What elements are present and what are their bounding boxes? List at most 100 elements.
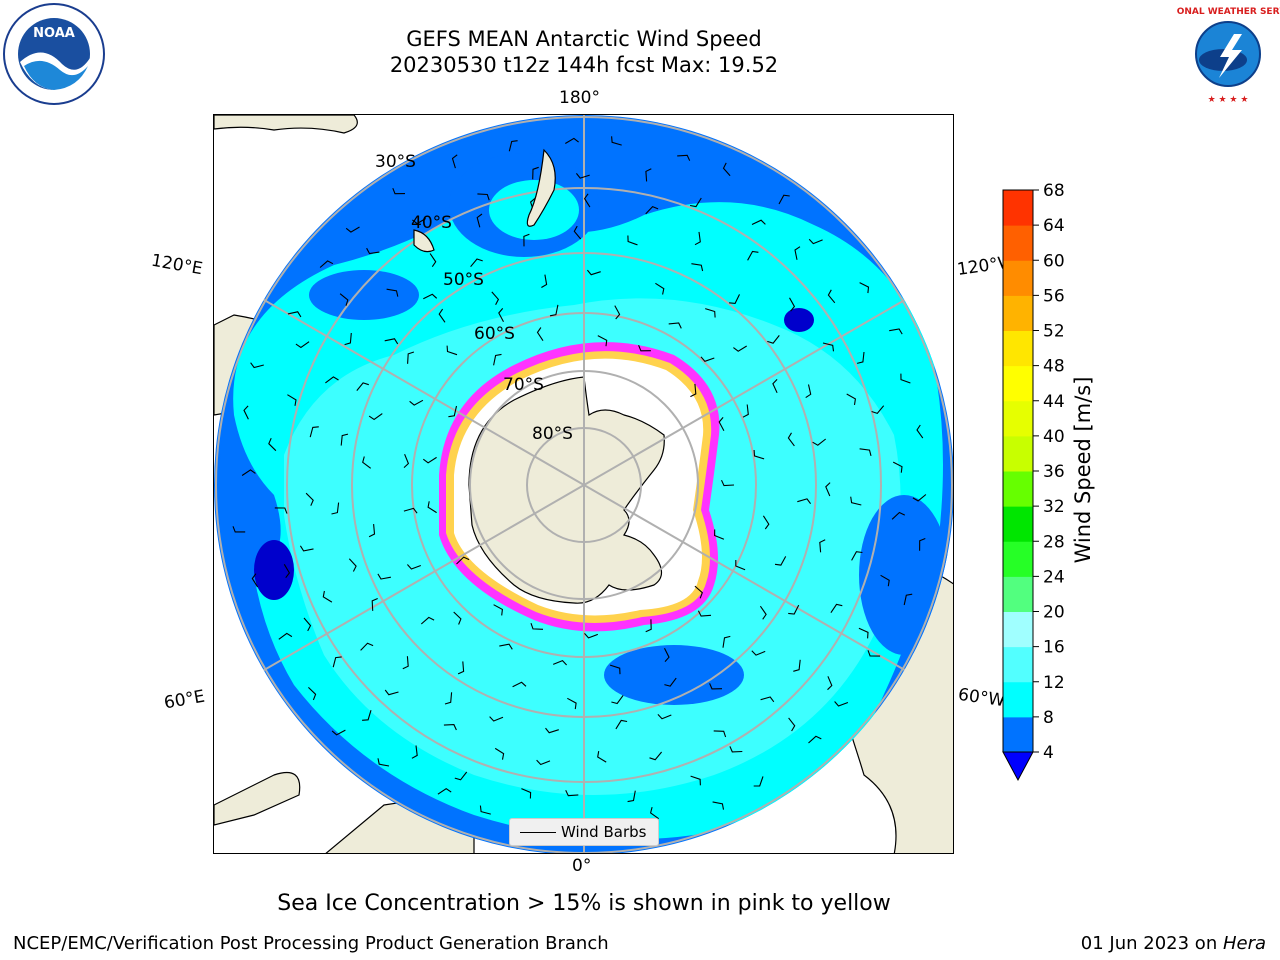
wind-barb — [348, 558, 357, 572]
wind-barb — [499, 643, 513, 650]
noaa-logo-text: NOAA — [33, 26, 75, 41]
wind-barb — [377, 573, 391, 580]
colorbar-segment — [1003, 365, 1033, 402]
colorbar-segment — [1003, 435, 1033, 472]
wind-barb — [392, 187, 406, 195]
colorbar-extend-arrow — [1002, 751, 1034, 782]
wind-barb — [747, 250, 759, 261]
wind-barb — [411, 745, 418, 759]
lat-label-70S: 70°S — [503, 375, 544, 395]
colorbar-tick-label: 16 — [1043, 638, 1065, 658]
wind-barb — [614, 305, 621, 320]
wind-barb — [697, 610, 712, 617]
wind-barb — [278, 632, 293, 640]
wind-barb — [377, 758, 390, 767]
legend-label: Wind Barbs — [561, 823, 647, 841]
wind-barb — [762, 515, 770, 530]
wind-barb — [808, 238, 823, 245]
wind-barb — [309, 426, 319, 438]
wind-barb — [340, 433, 349, 446]
wind-barb — [805, 384, 812, 399]
wind-barb — [412, 218, 426, 225]
wind-barb — [645, 619, 652, 633]
wind-barb — [583, 193, 591, 208]
sea-ice-note: Sea Ice Concentration > 15% is shown in … — [277, 891, 891, 916]
wind-barb — [830, 603, 843, 614]
wind-barb — [444, 692, 453, 705]
wind-barb — [889, 328, 903, 335]
wind-barb — [319, 260, 334, 268]
wind-barb — [356, 382, 369, 391]
wind-barb — [523, 233, 530, 247]
wind-barb — [597, 335, 608, 347]
wind-barb — [722, 635, 731, 648]
wind-barb — [521, 788, 532, 799]
wind-barb — [457, 661, 465, 675]
wind-barb — [609, 664, 621, 675]
colorbar-label: Wind Speed [m/s] — [1071, 376, 1095, 564]
wind-barb — [664, 677, 677, 687]
wind-barb — [827, 676, 833, 691]
wind-barb — [788, 717, 796, 732]
wind-barb — [664, 647, 670, 662]
wind-barb — [422, 456, 437, 464]
wind-barb — [443, 724, 457, 731]
wind-barb — [530, 623, 544, 630]
colorbar-tick-label: 20 — [1043, 603, 1065, 623]
colorbar-tick-label: 68 — [1043, 181, 1065, 201]
colorbar-segment — [1003, 190, 1033, 226]
wind-barb — [512, 681, 527, 688]
wind-barb — [827, 289, 836, 304]
wind-barb — [268, 437, 277, 452]
colorbar-tick-label: 4 — [1043, 743, 1054, 763]
wind-barb — [423, 293, 438, 300]
colorbar-tick-label: 28 — [1043, 532, 1065, 552]
wind-barb — [668, 322, 682, 329]
wind-barb — [386, 288, 399, 297]
wind-barb — [722, 162, 731, 177]
colorbar-tick-label: 12 — [1043, 673, 1065, 693]
footer-date-text: 01 Jun 2023 on — [1080, 933, 1223, 954]
wind-barb — [299, 545, 314, 552]
wind-barb — [360, 642, 374, 651]
wind-barb — [700, 356, 715, 362]
wind-barb — [251, 573, 259, 588]
wind-barb — [657, 714, 672, 720]
wind-barb — [825, 482, 831, 497]
lat-label-50S: 50°S — [443, 270, 484, 290]
wind-barb — [772, 379, 778, 394]
wind-barb — [409, 399, 424, 406]
wind-barb — [575, 173, 590, 179]
wind-barb — [871, 405, 885, 415]
wind-barb — [627, 790, 636, 803]
colorbar-segment — [1003, 681, 1033, 718]
wind-barb — [407, 351, 415, 364]
wind-barb — [759, 605, 767, 620]
wind-barb — [655, 282, 665, 295]
wind-barb — [491, 291, 500, 305]
wind-barb — [573, 225, 582, 240]
wind-barb — [429, 253, 437, 268]
lat-label-80S: 80°S — [532, 424, 573, 444]
wind-barb — [331, 502, 340, 515]
wind-barb — [565, 137, 579, 144]
wind-barb — [448, 405, 458, 418]
wind-barb — [645, 205, 659, 215]
wind-barb — [371, 597, 378, 611]
wind-barb — [797, 498, 812, 505]
wind-barb — [331, 729, 346, 736]
colorbar-tick-label: 36 — [1043, 462, 1065, 482]
noaa-logo-icon: NOAA — [3, 3, 105, 105]
wind-barb — [456, 556, 470, 565]
wind-barb — [851, 551, 863, 561]
lat-label-40S: 40°S — [411, 213, 452, 233]
wind-barb — [283, 564, 291, 579]
wind-barb — [789, 297, 796, 312]
wind-barb — [751, 219, 766, 225]
footer-credit: NCEP/EMC/Verification Post Processing Pr… — [13, 933, 609, 954]
colorbar-segment — [1003, 471, 1033, 507]
colorbar-tick-label: 44 — [1043, 392, 1065, 412]
wind-barb — [493, 604, 503, 616]
wind-barb — [303, 617, 312, 632]
